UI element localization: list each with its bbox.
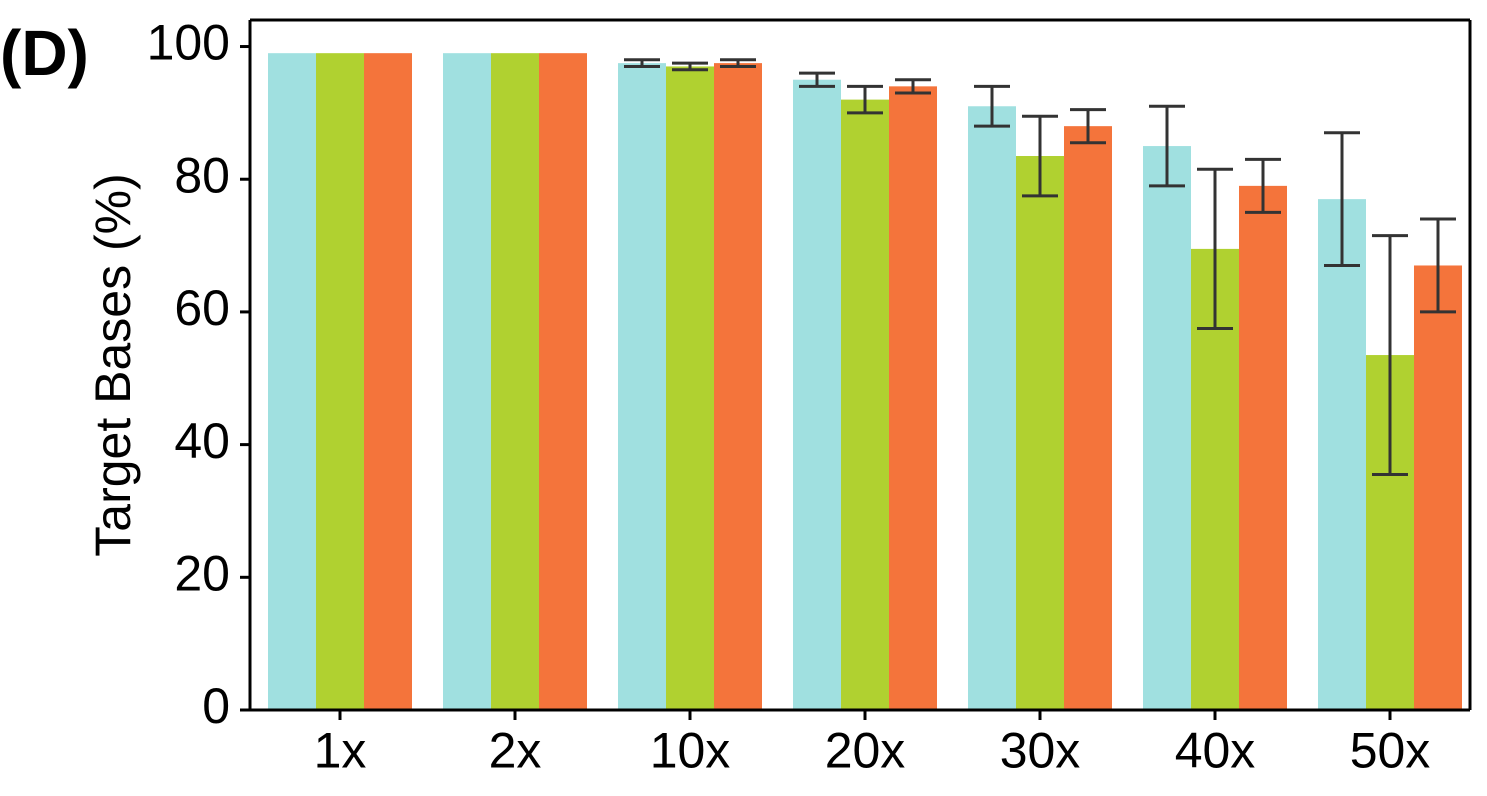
xtick-label: 50x [1350,723,1431,779]
ytick-label: 0 [202,678,230,734]
ytick-label: 20 [174,546,230,602]
bar [491,53,539,710]
bar [666,66,714,710]
xtick-label: 2x [489,723,542,779]
bar [443,53,491,710]
bar [968,106,1016,710]
bar [539,53,587,710]
xtick-label: 20x [825,723,906,779]
bar [1414,265,1462,710]
bar [1064,126,1112,710]
bar [268,53,316,710]
bar [1143,146,1191,710]
bar-chart: 0 20 40 60 80 100 1x 2x 10x 20x 30x 40x 50x Target Ba… [0,0,1487,796]
bar [618,63,666,710]
xtick-label: 40x [1175,723,1256,779]
xtick-label: 30x [1000,723,1081,779]
bar [364,53,412,710]
bar [793,80,841,710]
panel-label: (D) [0,16,89,90]
bar [1239,186,1287,710]
bar [1318,199,1366,710]
bar [714,63,762,710]
bar [889,86,937,710]
ytick-label: 80 [174,147,230,203]
bar [841,100,889,710]
ytick-label: 40 [174,413,230,469]
yaxis-label: Target Bases (%) [85,173,141,556]
ytick-label: 100 [147,15,230,71]
bar [316,53,364,710]
xtick-label: 1x [314,723,367,779]
bar [1016,156,1064,710]
xtick-label: 10x [650,723,731,779]
ytick-label: 60 [174,280,230,336]
